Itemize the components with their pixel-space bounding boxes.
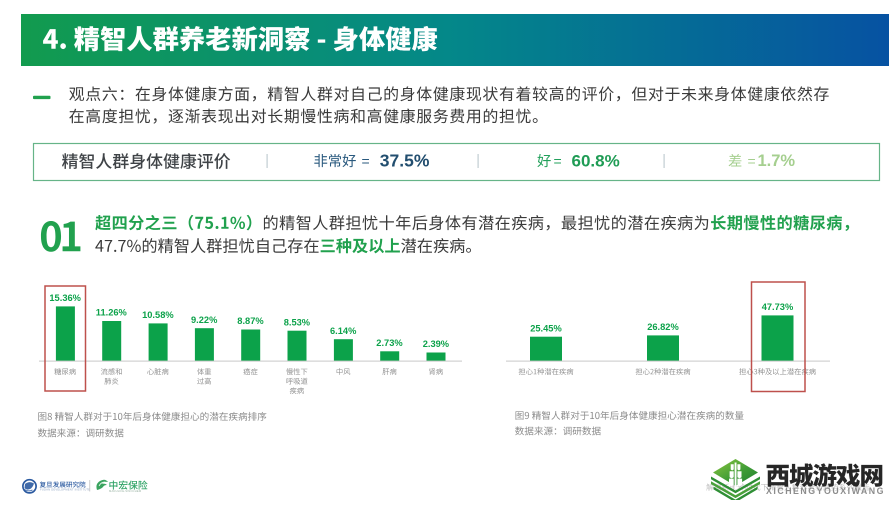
svg-text:FUDAN DEVELOPMENT INSTITUTE: FUDAN DEVELOPMENT INSTITUTE: [40, 488, 90, 492]
svg-text:2.73%: 2.73%: [376, 338, 403, 348]
svg-text:15.36%: 15.36%: [49, 293, 81, 303]
svg-text:10.58%: 10.58%: [142, 310, 174, 320]
svg-text:6.14%: 6.14%: [330, 326, 357, 336]
svg-text:26.82%: 26.82%: [647, 322, 679, 332]
svg-text:=: =: [748, 153, 756, 169]
svg-text:47.73%: 47.73%: [762, 302, 794, 312]
svg-text:=: =: [362, 153, 370, 169]
svg-text:37.5%: 37.5%: [380, 151, 430, 171]
svg-text:60.8%: 60.8%: [572, 152, 620, 171]
svg-text:25.45%: 25.45%: [530, 323, 562, 333]
svg-text:9.22%: 9.22%: [191, 315, 218, 325]
svg-text:8.53%: 8.53%: [284, 317, 311, 327]
svg-text:2.39%: 2.39%: [423, 339, 450, 349]
svg-text:8.87%: 8.87%: [237, 316, 264, 326]
svg-text:XICHENGYOUXIWANG: XICHENGYOUXIWANG: [766, 486, 885, 496]
svg-text:=: =: [554, 153, 562, 169]
svg-text:11.26%: 11.26%: [96, 308, 128, 318]
svg-text:MANULIFE-SINOCHEM: MANULIFE-SINOCHEM: [109, 489, 142, 493]
svg-text:1.7%: 1.7%: [758, 152, 796, 170]
